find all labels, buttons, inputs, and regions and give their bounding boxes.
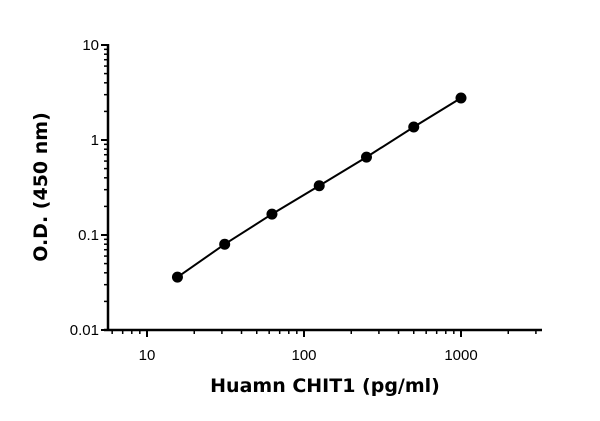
x-tick-label: 1000 [444,347,477,364]
y-axis-title: O.D. (450 nm) [30,112,52,262]
y-tick-label: 0.1 [78,227,99,244]
plot-area [171,92,467,283]
y-tick-label: 0.01 [70,322,99,339]
x-axis: 10 100 1000 [104,328,542,364]
data-point [171,271,183,283]
x-tick-label: 100 [291,347,316,364]
data-point [455,92,467,104]
data-point [313,180,325,192]
data-point [408,121,420,133]
y-tick-label: 1 [91,132,99,149]
data-point [360,151,372,163]
data-point [219,238,231,250]
y-axis: 0.01 0.1 1 10 [70,37,110,339]
data-point [266,208,278,220]
x-axis-title: Huamn CHIT1 (pg/ml) [210,375,440,397]
y-tick-label: 10 [82,37,99,54]
x-tick-label: 10 [139,347,156,364]
